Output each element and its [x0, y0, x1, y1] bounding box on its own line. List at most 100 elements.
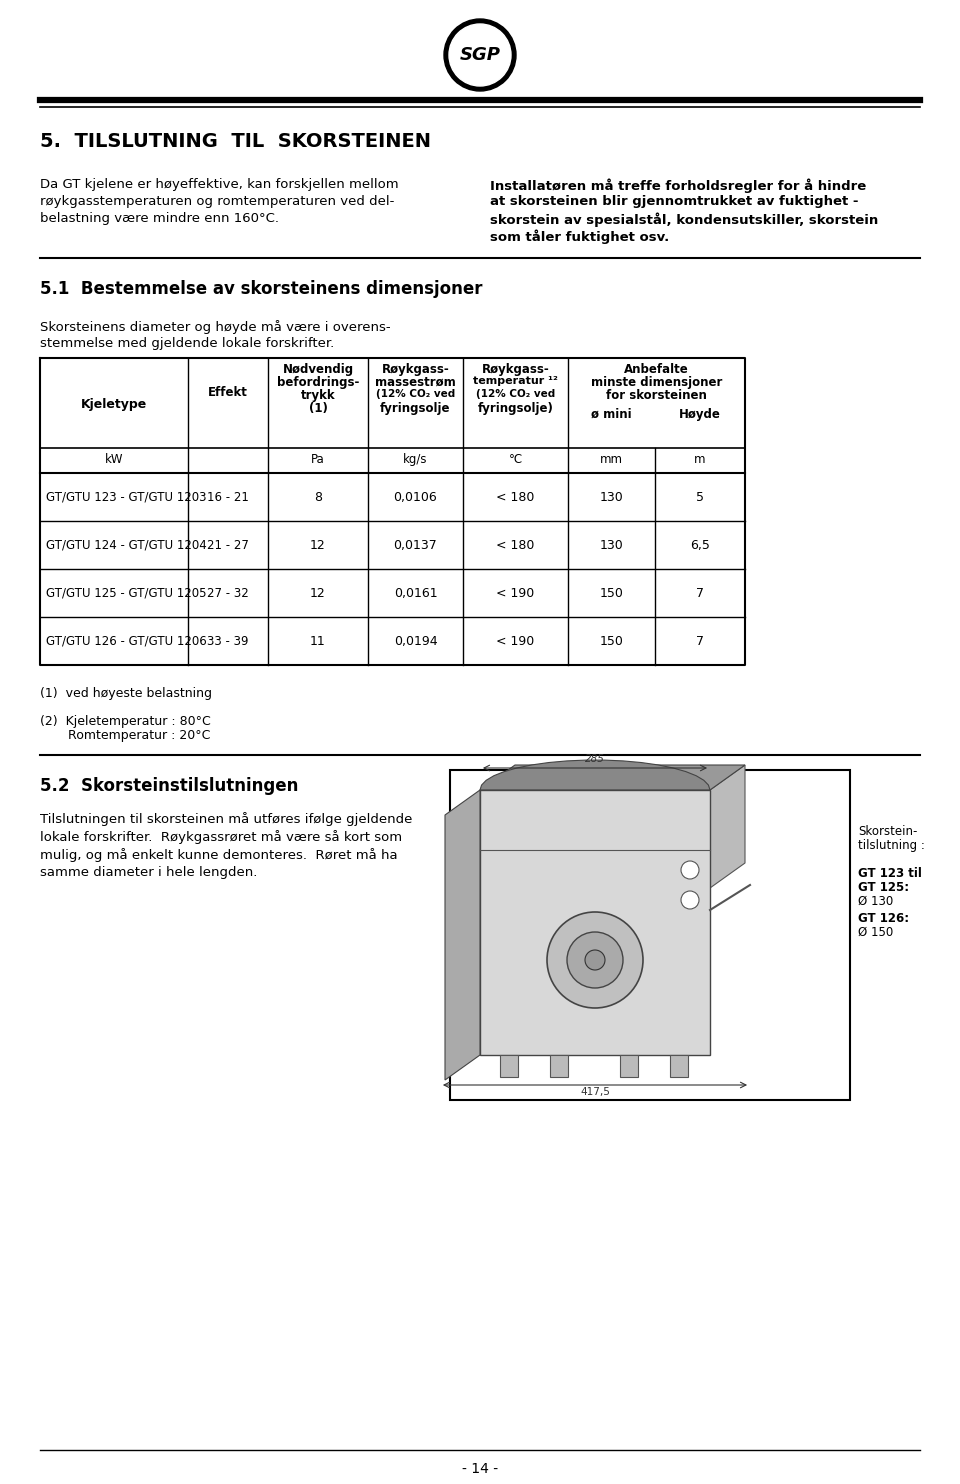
Text: minste dimensjoner: minste dimensjoner — [590, 375, 722, 389]
Text: fyringsolje: fyringsolje — [380, 402, 451, 416]
Text: fyringsolje): fyringsolje) — [477, 402, 553, 416]
Text: - 14 -: - 14 - — [462, 1462, 498, 1477]
Text: 150: 150 — [600, 635, 623, 649]
Polygon shape — [480, 789, 710, 1055]
Text: 130: 130 — [600, 539, 623, 552]
Polygon shape — [480, 760, 710, 789]
Polygon shape — [670, 1055, 688, 1077]
Text: trykk: trykk — [300, 389, 335, 402]
Text: 6,5: 6,5 — [690, 539, 710, 552]
Text: GT/GTU 124 - GT/GTU 1204: GT/GTU 124 - GT/GTU 1204 — [46, 539, 206, 552]
Text: (12% CO₂ ved: (12% CO₂ ved — [476, 389, 555, 399]
Text: 150: 150 — [600, 588, 623, 600]
Text: Ø 150: Ø 150 — [858, 926, 893, 939]
Circle shape — [567, 932, 623, 988]
Text: Anbefalte: Anbefalte — [624, 364, 689, 375]
Text: GT 123 til: GT 123 til — [858, 867, 922, 880]
Circle shape — [585, 950, 605, 971]
Text: samme diameter i hele lengden.: samme diameter i hele lengden. — [40, 867, 257, 879]
Text: 12: 12 — [310, 539, 325, 552]
Circle shape — [681, 890, 699, 910]
Text: Høyde: Høyde — [679, 408, 721, 421]
Text: Ø 130: Ø 130 — [858, 895, 893, 908]
Polygon shape — [480, 764, 745, 789]
Text: stemmelse med gjeldende lokale forskrifter.: stemmelse med gjeldende lokale forskrift… — [40, 337, 334, 350]
Text: som tåler fuktighet osv.: som tåler fuktighet osv. — [490, 229, 669, 243]
Text: massestrøm: massestrøm — [375, 375, 456, 389]
Text: < 180: < 180 — [496, 539, 535, 552]
Text: (1)  ved høyeste belastning: (1) ved høyeste belastning — [40, 687, 212, 700]
Text: (1): (1) — [308, 402, 327, 416]
Text: 7: 7 — [696, 635, 704, 649]
Text: (12% CO₂ ved: (12% CO₂ ved — [376, 389, 455, 399]
Text: (2)  Kjeletemperatur : 80°C: (2) Kjeletemperatur : 80°C — [40, 715, 211, 729]
Text: 12: 12 — [310, 588, 325, 600]
Text: Røykgass-: Røykgass- — [382, 364, 449, 375]
Polygon shape — [620, 1055, 638, 1077]
Text: GT 125:: GT 125: — [858, 881, 909, 893]
Text: GT 126:: GT 126: — [858, 913, 909, 925]
Text: 5.1  Bestemmelse av skorsteinens dimensjoner: 5.1 Bestemmelse av skorsteinens dimensjo… — [40, 280, 483, 298]
Text: 8: 8 — [314, 491, 322, 505]
Text: < 190: < 190 — [496, 635, 535, 649]
Circle shape — [547, 913, 643, 1008]
Text: belastning være mindre enn 160°C.: belastning være mindre enn 160°C. — [40, 212, 279, 226]
Text: 285: 285 — [585, 754, 605, 764]
Text: kW: kW — [105, 453, 123, 466]
Polygon shape — [500, 1055, 518, 1077]
Text: < 180: < 180 — [496, 491, 535, 505]
Text: 0,0106: 0,0106 — [394, 491, 438, 505]
Text: 5.2  Skorsteinstilslutningen: 5.2 Skorsteinstilslutningen — [40, 778, 299, 795]
Text: kg/s: kg/s — [403, 453, 428, 466]
Text: lokale forskrifter.  Røykgassrøret må være så kort som: lokale forskrifter. Røykgassrøret må vær… — [40, 830, 402, 844]
Text: Skorsteinens diameter og høyde må være i overens-: Skorsteinens diameter og høyde må være i… — [40, 321, 391, 334]
Text: ø mini: ø mini — [591, 408, 632, 421]
Circle shape — [444, 19, 516, 91]
Text: skorstein av spesialstål, kondensutskiller, skorstein: skorstein av spesialstål, kondensutskill… — [490, 212, 878, 227]
Text: mm: mm — [600, 453, 623, 466]
Text: GT/GTU 126 - GT/GTU 1206: GT/GTU 126 - GT/GTU 1206 — [46, 635, 206, 649]
Text: GT/GTU 123 - GT/GTU 1203: GT/GTU 123 - GT/GTU 1203 — [46, 491, 206, 505]
Text: 130: 130 — [600, 491, 623, 505]
Text: mulig, og må enkelt kunne demonteres.  Røret må ha: mulig, og må enkelt kunne demonteres. Rø… — [40, 847, 397, 862]
Text: Skorstein-: Skorstein- — [858, 825, 918, 838]
Text: Da GT kjelene er høyeffektive, kan forskjellen mellom: Da GT kjelene er høyeffektive, kan forsk… — [40, 178, 398, 191]
Text: SGP: SGP — [460, 46, 500, 64]
Polygon shape — [710, 764, 745, 887]
Text: 27 - 32: 27 - 32 — [207, 588, 249, 600]
Text: Installatøren må treffe forholdsregler for å hindre: Installatøren må treffe forholdsregler f… — [490, 178, 866, 193]
Text: Røykgass-: Røykgass- — [482, 364, 549, 375]
Text: < 190: < 190 — [496, 588, 535, 600]
Text: GT/GTU 125 - GT/GTU 1205: GT/GTU 125 - GT/GTU 1205 — [46, 588, 206, 600]
Polygon shape — [550, 1055, 568, 1077]
Circle shape — [681, 861, 699, 879]
Text: 7: 7 — [696, 588, 704, 600]
Text: at skorsteinen blir gjennomtrukket av fuktighet -: at skorsteinen blir gjennomtrukket av fu… — [490, 194, 858, 208]
Polygon shape — [445, 789, 480, 1080]
Text: 0,0194: 0,0194 — [394, 635, 438, 649]
Text: 16 - 21: 16 - 21 — [207, 491, 249, 505]
Text: °C: °C — [509, 453, 522, 466]
Text: Tilslutningen til skorsteinen må utføres ifølge gjeldende: Tilslutningen til skorsteinen må utføres… — [40, 812, 413, 827]
Text: 11: 11 — [310, 635, 325, 649]
Text: temperatur ¹²: temperatur ¹² — [473, 375, 558, 386]
Text: 417,5: 417,5 — [580, 1086, 610, 1097]
Text: 5.  TILSLUTNING  TIL  SKORSTEINEN: 5. TILSLUTNING TIL SKORSTEINEN — [40, 132, 431, 151]
Text: 0,0161: 0,0161 — [394, 588, 438, 600]
Text: for skorsteinen: for skorsteinen — [606, 389, 707, 402]
Text: Kjeletype: Kjeletype — [81, 398, 147, 411]
Text: 21 - 27: 21 - 27 — [207, 539, 249, 552]
Text: m: m — [694, 453, 706, 466]
Text: Effekt: Effekt — [208, 386, 248, 399]
Text: tilslutning :: tilslutning : — [858, 838, 924, 852]
Text: befordrings-: befordrings- — [276, 375, 359, 389]
Circle shape — [449, 24, 511, 86]
Text: 0,0137: 0,0137 — [394, 539, 438, 552]
Text: Nødvendig: Nødvendig — [282, 364, 353, 375]
Text: røykgasstemperaturen og romtemperaturen ved del-: røykgasstemperaturen og romtemperaturen … — [40, 194, 395, 208]
Text: Romtemperatur : 20°C: Romtemperatur : 20°C — [40, 729, 210, 742]
FancyBboxPatch shape — [450, 770, 850, 1100]
Text: 5: 5 — [696, 491, 704, 505]
Text: 33 - 39: 33 - 39 — [207, 635, 249, 649]
Text: Pa: Pa — [311, 453, 324, 466]
